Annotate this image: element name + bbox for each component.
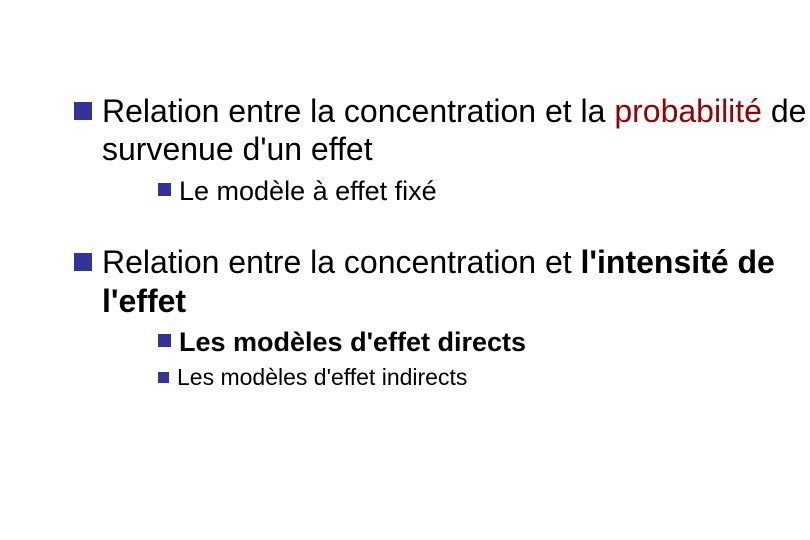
text-part: Relation entre la concentration et la [102, 93, 614, 129]
bullet-item: Relation entre la concentration et la pr… [74, 92, 810, 169]
text-part: Relation entre la concentration et [102, 244, 581, 280]
bullet-sub-item: Les modèles d'effet indirects [158, 364, 810, 392]
bullet-item: Relation entre la concentration et l'int… [74, 243, 810, 320]
text-highlight: probabilité [614, 93, 762, 129]
slide-content: Relation entre la concentration et la pr… [0, 0, 810, 540]
bullet-text: Le modèle à effet fixé [179, 175, 437, 207]
text-bold: l'intensité [581, 244, 729, 280]
bullet-text: Relation entre la concentration et l'int… [102, 243, 810, 320]
bullet-sub-item: Le modèle à effet fixé [158, 175, 810, 207]
bullet-text: Les modèles d'effet directs [179, 326, 526, 358]
bullet-text: Les modèles d'effet indirects [177, 364, 467, 392]
spacer [74, 213, 810, 243]
square-bullet-icon [74, 102, 92, 169]
square-bullet-icon [158, 183, 171, 207]
square-bullet-icon [158, 334, 171, 358]
square-bullet-icon [158, 372, 169, 392]
square-bullet-icon [74, 253, 92, 320]
bullet-text: Relation entre la concentration et la pr… [102, 92, 810, 169]
bullet-sub-item: Les modèles d'effet directs [158, 326, 810, 358]
